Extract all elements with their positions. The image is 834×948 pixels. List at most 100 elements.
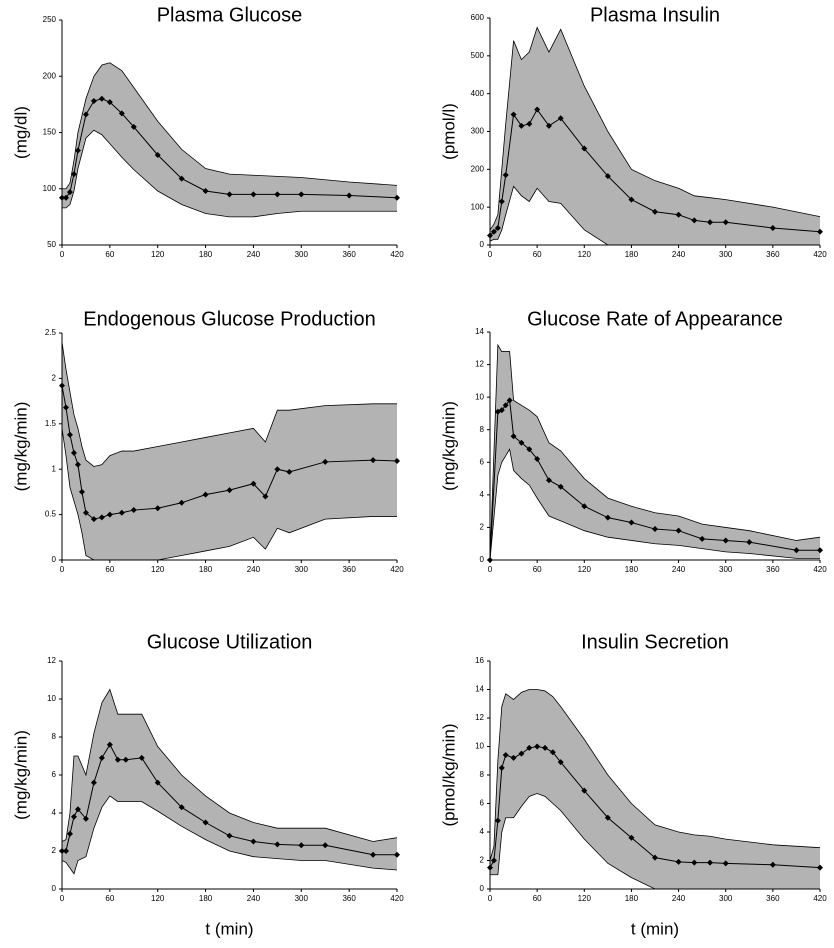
data-point (707, 859, 713, 866)
band-edge (61, 688, 398, 842)
y-tick-label: 0 (480, 884, 485, 893)
x-tick-label: 120 (151, 565, 165, 574)
x-tick-label: 0 (488, 250, 493, 259)
x-tick-label: 360 (766, 565, 780, 574)
y-tick-label: 1 (52, 464, 57, 473)
data-point (130, 507, 137, 514)
chart-title: Endogenous Glucose Production (83, 308, 375, 330)
data-point (518, 750, 525, 757)
data-point (322, 458, 329, 465)
x-tick-label: 120 (578, 250, 592, 259)
x-tick-label: 420 (390, 250, 404, 259)
data-point (202, 188, 209, 194)
y-tick-label: 4 (52, 808, 57, 817)
y-tick-label: 12 (475, 713, 484, 722)
data-point (70, 813, 77, 820)
mean-line (62, 743, 397, 856)
data-point (542, 744, 548, 751)
y-tick-label: 0 (480, 240, 485, 249)
y-tick-label: 6 (480, 799, 485, 808)
y-tick-label: 400 (471, 89, 485, 98)
y-tick-label: 150 (43, 128, 57, 137)
x-tick-label: 360 (342, 565, 356, 574)
data-point (707, 219, 713, 226)
data-point (628, 519, 635, 526)
band (62, 689, 397, 874)
data-point (604, 514, 611, 521)
data-point (628, 196, 635, 203)
data-point (510, 111, 517, 118)
y-tick-label: 8 (480, 425, 485, 434)
band (62, 62, 397, 217)
data-point (490, 228, 497, 235)
mean-line (62, 98, 398, 199)
x-tick-label: 0 (60, 894, 65, 903)
data-point (746, 539, 753, 546)
y-tick-label: 2 (52, 374, 57, 383)
data-point (226, 832, 233, 839)
data-point (518, 122, 525, 129)
y-tick-label: 8 (480, 770, 485, 779)
data-point (502, 752, 509, 759)
x-tick-label: 360 (766, 250, 780, 259)
data-point (722, 537, 729, 544)
x-tick-label: 240 (672, 565, 686, 574)
data-point (250, 191, 257, 198)
data-point (487, 864, 493, 871)
data-point (66, 189, 73, 196)
x-tick-label: 60 (533, 565, 542, 574)
data-point (74, 806, 81, 813)
y-axis-label: (mg/kg/min) (11, 402, 30, 492)
panel: Glucose Utilization(mg/kg/min)t (min)024… (11, 631, 404, 938)
mean-line (489, 745, 821, 869)
data-point (98, 95, 105, 102)
x-tick-label: 420 (813, 565, 827, 574)
y-tick-label: 2 (480, 856, 485, 865)
panel: Plasma Glucose (mg/dl) 50 100 150 200 250 0 60 12… (11, 4, 404, 259)
data-point (675, 211, 682, 218)
y-tick-label: 2 (52, 846, 57, 855)
data-point (675, 527, 682, 534)
data-point (526, 446, 533, 453)
data-point (106, 99, 113, 106)
data-point (122, 756, 129, 763)
y-tick-label: 14 (475, 327, 484, 336)
data-point (118, 110, 125, 117)
y-tick-label: 200 (471, 164, 485, 173)
chart-title: Glucose Utilization (147, 631, 313, 653)
x-tick-label: 60 (533, 250, 542, 259)
data-point (394, 851, 400, 858)
band-edge (489, 689, 821, 861)
data-point (722, 860, 729, 867)
data-point (557, 483, 564, 490)
data-point (557, 759, 564, 766)
data-point (98, 514, 105, 521)
data-point (494, 224, 501, 231)
y-tick-label: 50 (47, 240, 56, 249)
band (62, 342, 397, 560)
data-point (510, 754, 517, 761)
data-point (699, 535, 706, 542)
x-tick-label: 240 (247, 250, 261, 259)
x-tick-label: 240 (247, 565, 261, 574)
x-tick-label: 180 (199, 250, 213, 259)
y-tick-label: 250 (43, 15, 57, 24)
data-point (66, 830, 73, 837)
x-tick-label: 120 (578, 894, 592, 903)
x-axis-label: t (min) (205, 919, 253, 938)
x-tick-label: 180 (625, 894, 639, 903)
y-tick-label: 6 (52, 770, 57, 779)
data-point (652, 208, 658, 215)
x-tick-label: 300 (719, 894, 733, 903)
y-tick-label: 10 (475, 392, 484, 401)
data-point (322, 842, 329, 849)
x-tick-label: 420 (390, 565, 404, 574)
data-point (130, 123, 137, 130)
y-tick-label: 14 (475, 685, 484, 694)
data-point (98, 754, 105, 761)
data-point (691, 859, 698, 866)
data-point (817, 864, 823, 871)
x-tick-label: 240 (672, 894, 686, 903)
data-point (106, 741, 113, 748)
data-point (90, 98, 97, 104)
